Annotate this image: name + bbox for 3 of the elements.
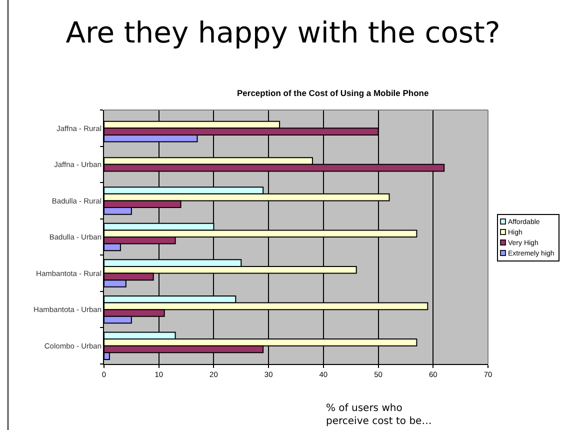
chart-title: Are they happy with the cost? [66, 15, 500, 50]
chart-subtitle: Perception of the Cost of Using a Mobile Phone [237, 88, 430, 98]
x-axis-title: % of users who perceive cost to be… [326, 402, 433, 428]
